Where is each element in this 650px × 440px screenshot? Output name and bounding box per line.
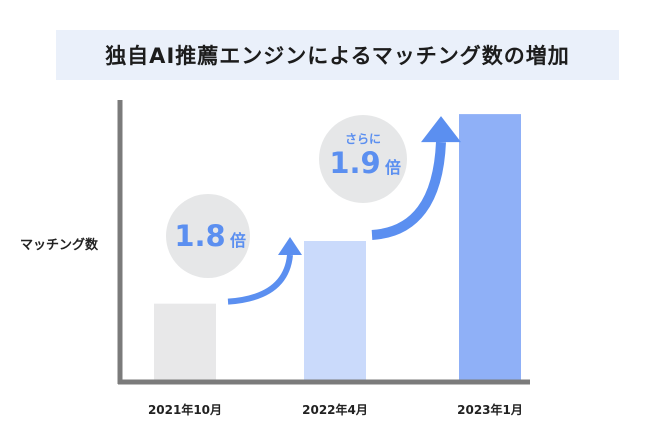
- x-tick-label: 2023年1月: [457, 402, 523, 417]
- growth-arrow-2: [371, 141, 446, 240]
- bar-2: [304, 241, 366, 382]
- y-axis-label: マッチング数: [20, 238, 99, 253]
- multiplier-value: 1.9: [329, 146, 380, 180]
- multiplier-bubble-2: [319, 115, 407, 203]
- x-tick-label: 2021年10月: [148, 402, 222, 417]
- growth-arrow-1: [227, 254, 293, 305]
- chart-title-banner: 独自AI推薦エンジンによるマッチング数の増加: [56, 30, 619, 80]
- chart-title: 独自AI推薦エンジンによるマッチング数の増加: [105, 44, 570, 68]
- multiplier-unit: 倍: [230, 231, 246, 250]
- bar-3: [459, 114, 521, 382]
- bar-1: [154, 303, 216, 382]
- multiplier-bubble-1: [166, 194, 250, 278]
- x-tick-label: 2022年4月: [302, 402, 368, 417]
- growth-arrow-head-2: [421, 116, 461, 143]
- growth-arrow-head-1: [278, 237, 302, 255]
- multiplier-value: 1.8: [174, 219, 225, 253]
- multiplier-unit: 倍: [385, 158, 401, 177]
- multiplier-prefix: さらに: [345, 132, 381, 146]
